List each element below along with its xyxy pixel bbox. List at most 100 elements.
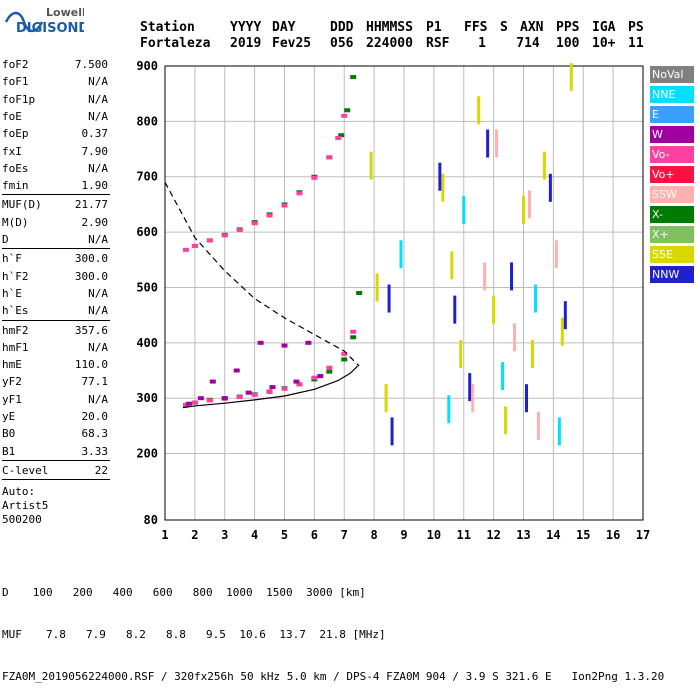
echo-mark-ssw xyxy=(554,240,558,269)
header-label-yyyy: YYYY xyxy=(230,20,262,35)
legend: NoVal NNE E W Vo- Vo+ SSW X- X+ SSE NNW xyxy=(650,66,694,286)
header-label-ddd: DDD xyxy=(330,20,354,35)
echo-point-x- xyxy=(344,108,351,113)
param-label: C-level xyxy=(2,463,49,477)
param-label: B1 xyxy=(2,444,16,458)
x-tick-label: 10 xyxy=(427,528,441,542)
legend-item-noval: NoVal xyxy=(650,66,694,83)
legend-item-e: E xyxy=(650,106,694,123)
footer-distance-value: 3000 xyxy=(306,586,333,599)
y-tick-label: 900 xyxy=(136,59,158,73)
legend-item-nnw: NNW xyxy=(650,266,694,283)
digisonde-logo: Lowell DIGISONDE xyxy=(4,6,84,36)
param-value: 110.0 xyxy=(74,358,108,372)
plasma-frequency-profile-dashed-line xyxy=(164,181,360,367)
param-divider xyxy=(2,248,110,250)
header-label-ps: PS xyxy=(628,20,644,35)
header-label-hhmmss: HHMMSS xyxy=(366,20,413,35)
param-value: 77.1 xyxy=(81,375,109,389)
footer-muf-label: MUF xyxy=(2,628,22,641)
echo-mark-sse xyxy=(375,273,379,302)
param-label: hmF2 xyxy=(2,323,29,337)
echo-point-vo- xyxy=(236,227,243,232)
param-label: M(D) xyxy=(2,215,29,229)
param-value: 1.90 xyxy=(81,179,109,193)
echo-point-vo- xyxy=(281,386,288,391)
header-label-pps: PPS xyxy=(556,20,580,35)
footer-muf-unit: [MHz] xyxy=(352,628,386,641)
header-value-ps: 11 xyxy=(628,36,644,51)
header-value-day: Fev25 xyxy=(272,36,312,51)
param-value: N/A xyxy=(88,392,108,406)
param-row-yf1: yF1 N/A xyxy=(2,393,108,406)
param-label: foF1 xyxy=(2,75,29,89)
x-tick-label: 17 xyxy=(636,528,650,542)
param-label: yE xyxy=(2,410,16,423)
echo-point-w xyxy=(317,374,324,379)
legend-item-w: W xyxy=(650,126,694,143)
y-tick-label: 400 xyxy=(136,336,158,350)
param-row-b0: B0 68.3 xyxy=(2,427,108,440)
echo-point-vo- xyxy=(191,243,198,248)
echo-point-vo- xyxy=(341,351,348,356)
footer-distance-value: 800 xyxy=(192,586,213,599)
echo-mark-sse xyxy=(492,295,496,324)
footer-muf-value: 10.6 xyxy=(239,628,266,641)
x-tick-label: 14 xyxy=(546,528,560,542)
echo-mark-ssw xyxy=(536,411,540,440)
param-divider xyxy=(2,319,110,321)
echo-mark-nne xyxy=(399,240,403,269)
param-label: yF2 xyxy=(2,375,22,389)
legend-item-vo-: Vo- xyxy=(650,146,694,163)
x-tick-label: 13 xyxy=(516,528,530,542)
header-value-ffs: 1 xyxy=(478,36,486,51)
footer-muf-row: MUF 7.8 7.9 8.2 8.8 9.5 10.6 13.7 21.8 [MHz] xyxy=(2,628,664,642)
x-tick-label: 3 xyxy=(221,528,228,542)
echo-point-vo- xyxy=(236,395,243,400)
echo-point-vo- xyxy=(251,221,258,226)
x-tick-label: 9 xyxy=(400,528,407,542)
echo-point-vo- xyxy=(281,203,288,208)
echo-point-vo- xyxy=(341,113,348,118)
echo-mark-sse xyxy=(450,251,454,280)
auto-scaling-line: Auto: xyxy=(2,485,36,499)
param-label: MUF(D) xyxy=(2,198,42,212)
legend-item-x-: X- xyxy=(650,206,694,223)
param-label: yF1 xyxy=(2,392,22,406)
echo-point-vo- xyxy=(221,233,228,238)
echo-mark-nnw xyxy=(563,301,567,330)
echo-mark-nnw xyxy=(438,162,442,191)
echo-point-vo- xyxy=(206,398,213,403)
echo-point-w xyxy=(209,379,216,384)
param-value: N/A xyxy=(88,340,108,354)
ionogram-chart: 1 2 3 4 5 6 7 8 9 10 11 12 13 14 15 16 17802003004005006… xyxy=(136,59,650,542)
header-label-ffs: FFS xyxy=(464,20,488,35)
logo-bottom-text: DIGISONDE xyxy=(16,21,84,36)
footer-muf-value: 8.2 xyxy=(126,628,146,641)
param-row-hmf1: hmF1 N/A xyxy=(2,341,108,354)
header-value-yyyy: 2019 xyxy=(230,36,262,51)
footer-distance-value: 1500 xyxy=(266,586,293,599)
echo-point-vo- xyxy=(191,400,198,405)
y-tick-label: 600 xyxy=(136,225,158,239)
param-label: foE xyxy=(2,109,22,123)
echo-point-x- xyxy=(356,291,363,295)
echo-point-w xyxy=(293,379,300,384)
param-value: N/A xyxy=(88,161,108,175)
echo-mark-nnw xyxy=(548,173,552,202)
legend-item-sse: SSE xyxy=(650,246,694,263)
footer-distance-unit: [km] xyxy=(339,586,366,599)
echo-mark-nnw xyxy=(524,384,528,413)
footer: D 100 200 400 600 800 1000 1500 3000 [km] MUF 7.8… xyxy=(2,558,664,698)
param-row-h-f: h`F 300.0 xyxy=(2,252,108,265)
param-label: h`F xyxy=(2,252,22,266)
param-row-c-level: C-level 22 xyxy=(2,464,108,477)
header-label-day: DAY xyxy=(272,20,296,35)
echo-point-x- xyxy=(350,335,357,340)
param-value: N/A xyxy=(88,109,108,123)
echo-mark-sse xyxy=(441,173,445,202)
legend-item-vo-: Vo+ xyxy=(650,166,694,183)
footer-distance-value: 1000 xyxy=(226,586,253,599)
echo-mark-nnw xyxy=(390,417,394,446)
echo-point-w xyxy=(281,343,288,348)
